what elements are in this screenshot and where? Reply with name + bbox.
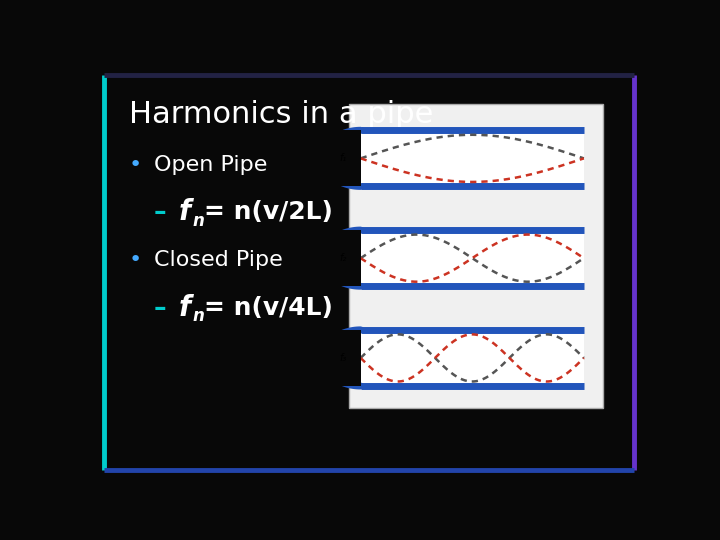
Text: Open Pipe: Open Pipe [154, 154, 268, 174]
Text: Harmonics in a pipe: Harmonics in a pipe [129, 100, 433, 129]
Bar [318, 130, 361, 186]
Text: f₃: f₃ [339, 353, 347, 363]
Bar [361, 130, 584, 186]
Text: –: – [154, 200, 176, 225]
Text: Closed Pipe: Closed Pipe [154, 250, 283, 270]
Bar [318, 330, 361, 386]
Wedge shape [323, 330, 361, 386]
Bar [318, 230, 361, 286]
Text: •: • [129, 154, 143, 174]
Wedge shape [323, 130, 361, 186]
Text: = n(v/2L): = n(v/2L) [204, 200, 333, 225]
Text: •: • [129, 250, 143, 270]
Text: f: f [178, 198, 190, 226]
Text: n: n [192, 212, 204, 230]
Text: f₁: f₁ [339, 153, 347, 164]
Text: f₂: f₂ [339, 253, 347, 263]
Bar [361, 230, 584, 286]
Text: f: f [178, 294, 190, 322]
Text: –: – [154, 296, 176, 320]
Wedge shape [323, 230, 361, 286]
Text: = n(v/4L): = n(v/4L) [204, 296, 333, 320]
Text: n: n [192, 307, 204, 326]
Bar [349, 104, 603, 408]
Bar [361, 330, 584, 386]
